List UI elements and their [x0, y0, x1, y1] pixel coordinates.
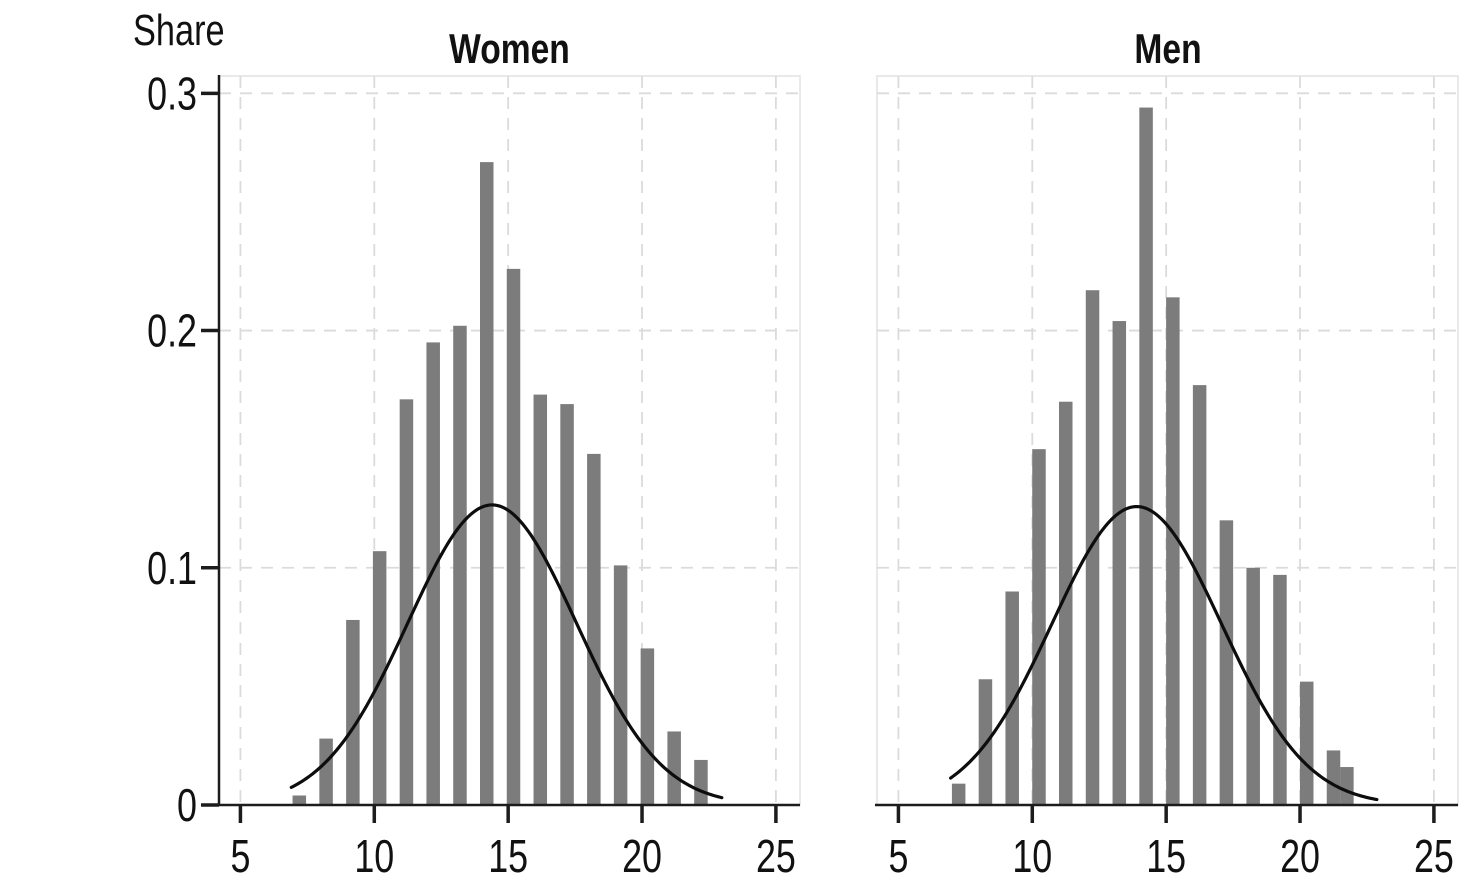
- histogram-bar-women-10.2: [372, 551, 387, 805]
- x-tick-label: 5: [888, 831, 908, 880]
- histogram-bar-men-13.25: [1112, 321, 1127, 805]
- y-tick-label: 0.1: [147, 543, 197, 594]
- y-tick-label: 0: [177, 780, 197, 831]
- histogram-bar-men-21.25: [1326, 750, 1341, 805]
- histogram-bar-men-19.25: [1273, 574, 1287, 805]
- x-tick-label: 15: [488, 831, 528, 880]
- histogram-bar-women-21.2: [667, 731, 681, 805]
- histogram-bar-women-20.2: [640, 648, 655, 805]
- x-tick-label: 25: [756, 831, 796, 880]
- histogram-bar-women-15.2: [506, 268, 521, 805]
- histogram-bar-women-14.2: [479, 162, 494, 805]
- histogram-bar-women-11.2: [399, 399, 414, 805]
- x-tick-label: 10: [354, 831, 394, 880]
- histogram-bar-men-7.25: [951, 783, 966, 805]
- panel-title-women: Women: [219, 26, 800, 72]
- x-tick-label: 25: [1414, 831, 1454, 880]
- histogram-bar-women-16.2: [533, 394, 548, 805]
- x-tick-label: 10: [1012, 831, 1052, 880]
- panel-title-men-text: Men: [1133, 25, 1202, 72]
- histogram-bar-women-9.2: [346, 619, 360, 805]
- histogram-bar-men-21.75: [1340, 767, 1354, 805]
- histogram-bar-women-18.2: [587, 453, 601, 805]
- x-tick-label: 20: [1280, 831, 1320, 880]
- x-tick-label: 20: [622, 831, 662, 880]
- histogram-bar-men-14.25: [1139, 107, 1153, 805]
- histogram-bar-men-17.25: [1219, 520, 1234, 805]
- histogram-bar-women-8.2: [319, 738, 333, 805]
- y-tick-label: 0.3: [147, 68, 197, 119]
- histogram-bar-women-12.2: [426, 342, 440, 805]
- histogram-bar-men-9.25: [1005, 591, 1019, 805]
- y-axis-title: Share: [133, 6, 225, 55]
- density-curve-women: [289, 503, 724, 800]
- x-tick-label: 15: [1146, 831, 1186, 880]
- histogram-bar-women-7.2: [292, 795, 307, 805]
- histogram-bar-men-10.25: [1032, 449, 1046, 805]
- x-tick-label: 5: [230, 831, 250, 880]
- histogram-bar-men-12.25: [1085, 290, 1100, 805]
- histogram-bar-women-13.2: [453, 325, 467, 805]
- histogram-bar-women-22.2: [694, 759, 708, 805]
- panel-title-women-text: Women: [449, 25, 570, 72]
- histogram-bar-men-20.25: [1299, 681, 1314, 805]
- histogram-bar-men-11.25: [1059, 401, 1073, 805]
- density-curve-men: [949, 504, 1379, 802]
- histogram-bar-men-15.25: [1166, 297, 1180, 805]
- histogram-bar-women-19.2: [613, 565, 628, 805]
- panel-title-men: Men: [877, 26, 1458, 72]
- y-tick-label: 0.2: [147, 305, 197, 356]
- histogram-bar-men-16.25: [1192, 385, 1207, 805]
